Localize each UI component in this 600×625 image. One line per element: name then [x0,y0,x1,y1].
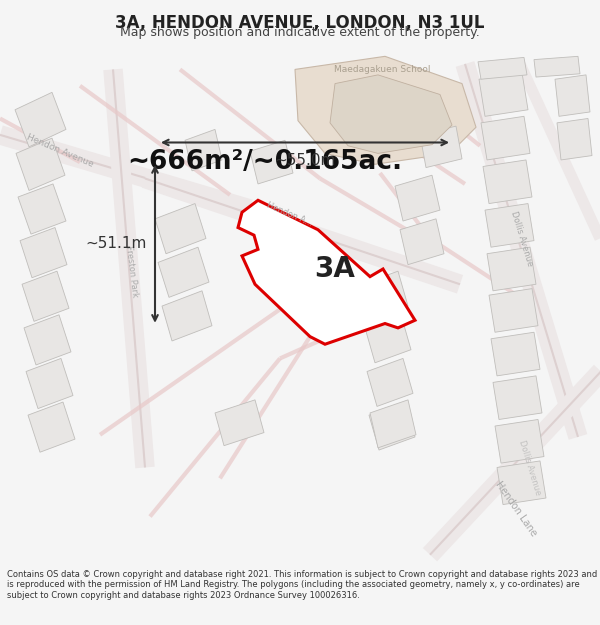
Text: 3A: 3A [314,255,355,283]
Text: Map shows position and indicative extent of the property.: Map shows position and indicative extent… [120,26,480,39]
Text: ~51.1m: ~51.1m [86,236,147,251]
Text: Dollis Avenue: Dollis Avenue [517,439,542,496]
Text: Hendon Lane: Hendon Lane [493,479,539,538]
Polygon shape [395,175,440,221]
Polygon shape [479,72,528,116]
Polygon shape [367,358,413,406]
Polygon shape [16,138,65,191]
Polygon shape [369,402,415,450]
Polygon shape [478,58,527,79]
Polygon shape [20,228,67,278]
Text: ~55.0m: ~55.0m [274,153,335,168]
Polygon shape [250,140,293,184]
Polygon shape [215,400,264,446]
Polygon shape [24,315,71,365]
Polygon shape [295,56,476,164]
Text: Maedagakuen School: Maedagakuen School [334,65,430,74]
Text: 3A, HENDON AVENUE, LONDON, N3 1UL: 3A, HENDON AVENUE, LONDON, N3 1UL [115,14,485,32]
Text: Freston Park: Freston Park [124,245,140,298]
Polygon shape [491,332,540,376]
Polygon shape [26,358,73,409]
Polygon shape [555,75,590,116]
Text: ~666m²/~0.165ac.: ~666m²/~0.165ac. [127,149,403,175]
Polygon shape [365,315,411,362]
Polygon shape [158,247,209,298]
Polygon shape [493,376,542,419]
Polygon shape [15,92,66,147]
Polygon shape [483,160,532,204]
Polygon shape [485,204,534,247]
Text: Hendon A...: Hendon A... [266,201,314,228]
Polygon shape [420,126,462,168]
Polygon shape [238,200,415,344]
Polygon shape [22,271,69,321]
Polygon shape [487,247,536,291]
Polygon shape [400,219,444,264]
Polygon shape [330,75,452,153]
Polygon shape [497,461,546,504]
Polygon shape [557,119,592,160]
Polygon shape [481,116,530,160]
Text: Dollis Avenue: Dollis Avenue [509,210,535,267]
Polygon shape [370,400,416,448]
Polygon shape [162,291,212,341]
Polygon shape [28,402,75,452]
Polygon shape [18,184,66,234]
Text: Hendon Avenue: Hendon Avenue [25,133,95,169]
Polygon shape [185,129,222,171]
Polygon shape [155,204,206,254]
Text: Contains OS data © Crown copyright and database right 2021. This information is : Contains OS data © Crown copyright and d… [7,570,598,600]
Polygon shape [362,271,408,319]
Polygon shape [534,56,580,77]
Polygon shape [489,289,538,332]
Polygon shape [495,419,544,463]
